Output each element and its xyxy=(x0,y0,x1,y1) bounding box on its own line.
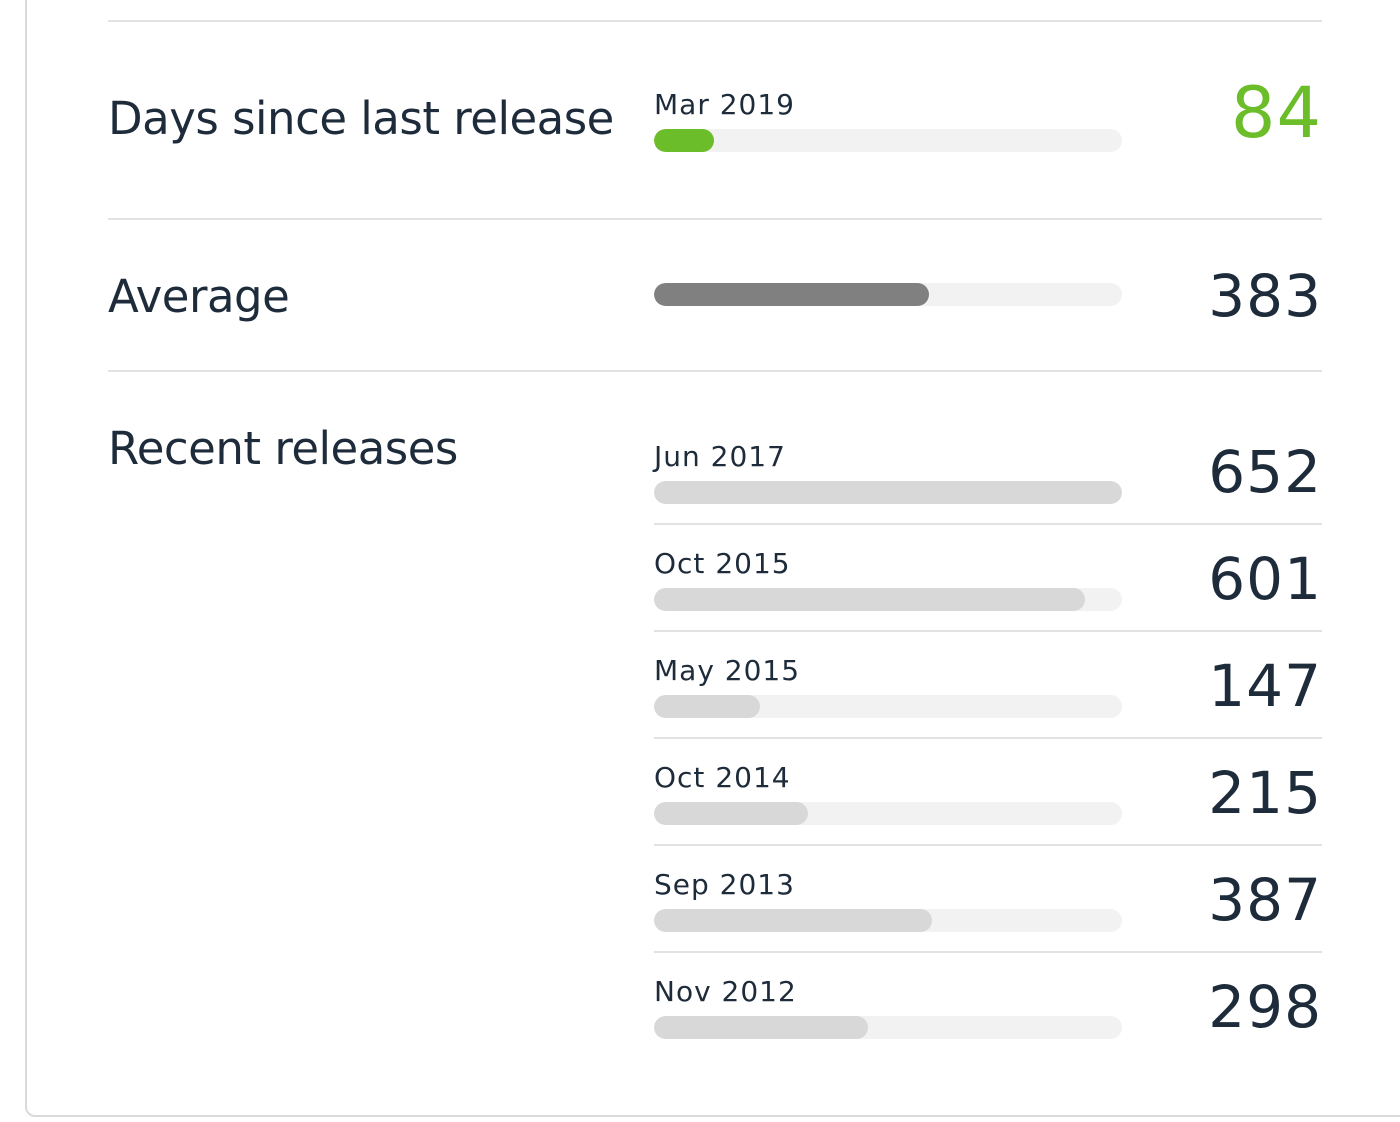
recent-release-bar-fill xyxy=(654,909,932,932)
recent-release-days-value: 215 xyxy=(1208,759,1322,827)
last-release-bar-fill xyxy=(654,129,715,152)
recent-release-date: Oct 2014 xyxy=(654,761,791,794)
recent-release-bar-fill xyxy=(654,802,809,825)
recent-release-days-value: 601 xyxy=(1208,545,1322,613)
recent-release-days-value: 652 xyxy=(1208,438,1322,506)
recent-release-days-value: 387 xyxy=(1208,866,1322,934)
recent-release-bar-track xyxy=(654,909,1122,932)
recent-releases-title: Recent releases xyxy=(108,422,458,475)
divider-after-average xyxy=(108,370,1322,372)
recent-release-bar-fill xyxy=(654,695,760,718)
recent-release-bar-track xyxy=(654,802,1122,825)
recent-release-bar-fill xyxy=(654,1016,868,1039)
last-release-title: Days since last release xyxy=(108,92,614,145)
recent-release-days-value: 147 xyxy=(1208,652,1322,720)
last-release-date: Mar 2019 xyxy=(654,88,795,121)
recent-release-bar-track xyxy=(654,1016,1122,1039)
row-divider xyxy=(654,844,1322,846)
average-bar-fill xyxy=(654,283,929,306)
recent-release-date: Jun 2017 xyxy=(654,440,786,473)
recent-release-bar-fill xyxy=(654,481,1122,504)
row-divider xyxy=(654,951,1322,953)
row-divider xyxy=(654,630,1322,632)
recent-release-bar-track xyxy=(654,695,1122,718)
recent-release-bar-track xyxy=(654,481,1122,504)
recent-release-bar-fill xyxy=(654,588,1086,611)
row-divider xyxy=(654,737,1322,739)
average-days-value: 383 xyxy=(1208,262,1322,330)
top-divider xyxy=(108,20,1322,22)
recent-release-bar-track xyxy=(654,588,1122,611)
row-divider xyxy=(654,523,1322,525)
recent-release-date: Oct 2015 xyxy=(654,547,791,580)
divider-after-last-release xyxy=(108,218,1322,220)
recent-release-date: Nov 2012 xyxy=(654,975,797,1008)
last-release-days-value: 84 xyxy=(1230,72,1322,154)
recent-release-date: May 2015 xyxy=(654,654,801,687)
last-release-bar-track xyxy=(654,129,1122,152)
recent-release-date: Sep 2013 xyxy=(654,868,795,901)
average-bar-track xyxy=(654,283,1122,306)
average-title: Average xyxy=(108,270,290,323)
recent-release-days-value: 298 xyxy=(1208,973,1322,1041)
